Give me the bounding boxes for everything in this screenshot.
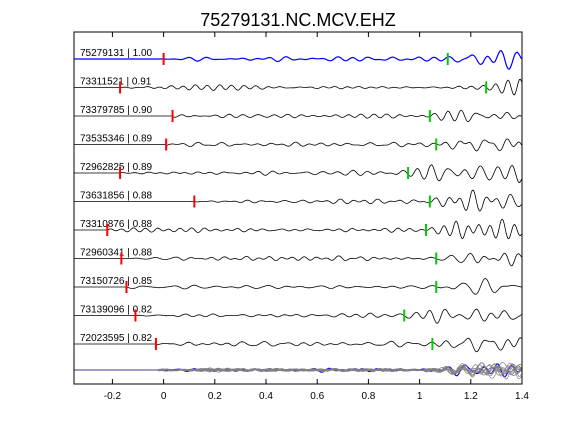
stack-trace	[74, 363, 522, 380]
trace-label: 73631856 | 0.88	[80, 191, 153, 202]
trace-row: 73379785 | 0.90	[74, 105, 522, 123]
traces-layer: 75279131 | 1.00 73311521 | 0.91 73379785 |…	[74, 48, 523, 353]
trace-label: 73139096 | 0.82	[80, 305, 153, 316]
x-axis: -0.2 0 0.2 0.4 0.6 0.8 1 1.2 1.4	[104, 32, 529, 402]
trace-row: 73310876 | 0.88	[74, 218, 522, 240]
x-tick-label: 0	[161, 391, 167, 402]
trace-row: 73535346 | 0.89	[74, 134, 522, 152]
waveform-trace	[74, 252, 522, 267]
stack-trace	[74, 363, 522, 376]
stack-layer	[74, 362, 522, 380]
waveform-trace	[74, 164, 522, 184]
waveform-trace	[74, 218, 522, 240]
trace-label: 73150726 | 0.85	[80, 276, 153, 287]
trace-row: 75279131 | 1.00	[74, 48, 523, 70]
trace-row: 72960341 | 0.88	[74, 248, 522, 267]
waveform-trace	[74, 308, 522, 324]
waveform-trace	[74, 78, 522, 96]
x-tick-label: 0.8	[361, 391, 375, 402]
trace-label: 73311521 | 0.91	[80, 77, 152, 88]
trace-label: 75279131 | 1.00	[80, 48, 153, 59]
x-tick-label: 0.2	[208, 391, 222, 402]
x-tick-label: -0.2	[104, 391, 122, 402]
trace-row: 72962825 | 0.89	[74, 162, 522, 184]
trace-row: 72023595 | 0.82	[74, 333, 522, 353]
trace-row: 73150726 | 0.85	[74, 276, 522, 295]
waveform-trace	[74, 337, 522, 353]
trace-label: 72023595 | 0.82	[80, 333, 153, 344]
x-tick-label: 0.6	[310, 391, 324, 402]
waveform-trace	[74, 189, 522, 212]
trace-label: 72962825 | 0.89	[80, 162, 153, 173]
trace-row: 73631856 | 0.88	[74, 189, 522, 212]
plot-frame	[73, 31, 523, 385]
waveform-trace	[74, 109, 522, 123]
x-tick-label: 1.4	[515, 391, 529, 402]
x-tick-label: 0.4	[259, 391, 273, 402]
trace-label: 73535346 | 0.89	[80, 134, 153, 145]
trace-label: 73310876 | 0.88	[80, 219, 153, 230]
x-tick-label: 1.2	[464, 391, 478, 402]
trace-row: 73311521 | 0.91	[74, 77, 522, 96]
waveform-trace	[74, 278, 522, 295]
waveform-trace	[74, 138, 522, 152]
trace-label: 73379785 | 0.90	[80, 105, 153, 116]
trace-row: 73139096 | 0.82	[74, 305, 522, 324]
chart-title: 75279131.NC.MCV.EHZ	[200, 10, 395, 30]
trace-label: 72960341 | 0.88	[80, 248, 153, 259]
x-tick-label: 1	[417, 391, 423, 402]
